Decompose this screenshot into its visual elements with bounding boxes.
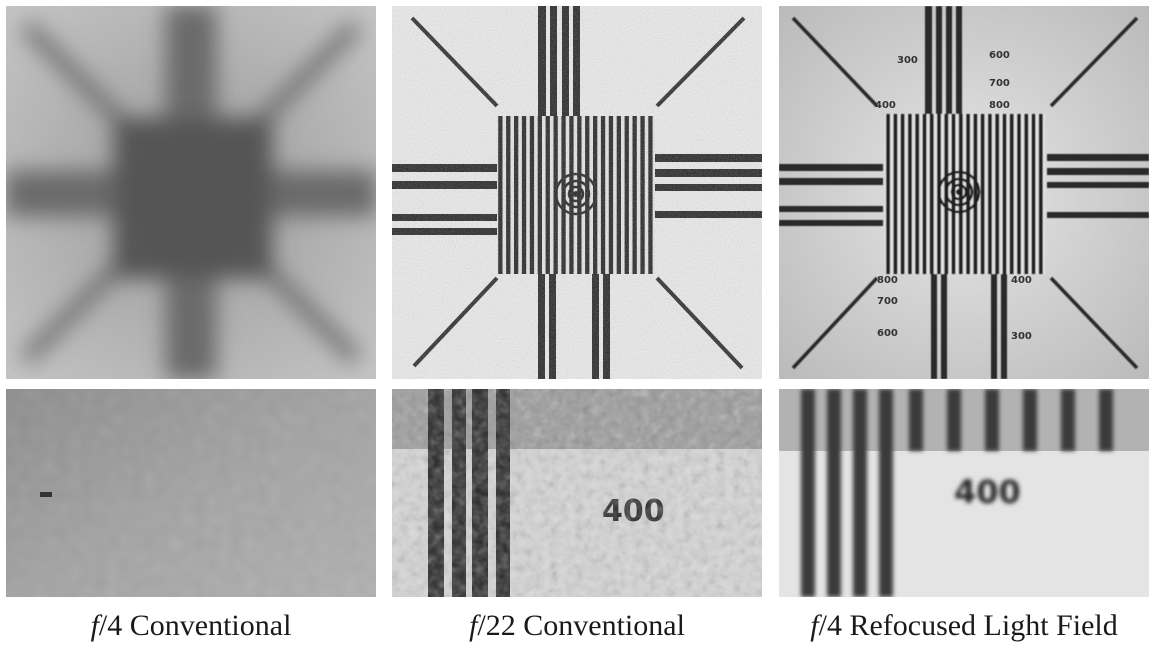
chart-label: 800 xyxy=(989,100,1010,111)
grating-bar xyxy=(922,114,927,274)
caption-label: Conventional xyxy=(129,609,292,642)
grating-bar xyxy=(987,114,992,274)
slash: / xyxy=(477,609,486,642)
blurred-resolution-chart xyxy=(6,6,376,379)
chart-label: 600 xyxy=(989,50,1010,61)
f-symbol: f xyxy=(469,609,478,642)
caption-label: Conventional xyxy=(523,609,685,642)
chart-label: 800 xyxy=(877,275,898,286)
f-number: 4 xyxy=(826,609,842,642)
grating-bar xyxy=(980,114,985,274)
photo-f4-refocused-light-field: 300 600 700 800 400 800 700 600 400 300 xyxy=(779,6,1149,379)
closeup-f4-conventional xyxy=(6,389,376,597)
photo-f22-conventional xyxy=(392,6,762,379)
closeup-f22-conventional: 400 xyxy=(392,389,762,597)
noisy-resolution-chart xyxy=(392,6,762,379)
chart-label: 700 xyxy=(989,78,1010,89)
chart-label: 700 xyxy=(877,296,898,307)
grating-bar xyxy=(893,114,898,274)
photo-f4-conventional xyxy=(6,6,376,379)
caption-f22-conventional: f/22 Conventional xyxy=(392,606,762,646)
refocused-resolution-chart: 300 600 700 800 400 800 700 600 400 300 xyxy=(779,6,1149,379)
grating-bar xyxy=(915,114,920,274)
closeup-f4-refocused: 400 xyxy=(779,389,1149,597)
grating-bar xyxy=(995,114,1000,274)
grating-bar xyxy=(929,114,934,274)
grating-bar xyxy=(907,114,912,274)
closeup-noisy: 400 xyxy=(392,389,762,597)
closeup-digits: 400 xyxy=(954,473,1021,511)
f-number: 22 xyxy=(485,609,516,642)
chart-label: 400 xyxy=(875,100,896,111)
chart-label: 400 xyxy=(1011,275,1032,286)
f-symbol: f xyxy=(90,609,99,642)
grating-bar xyxy=(1002,114,1007,274)
f-number: 4 xyxy=(107,609,123,642)
grating-bar xyxy=(1038,114,1043,274)
slash: / xyxy=(818,609,827,642)
grating-bar xyxy=(1024,114,1029,274)
caption-f4-refocused-light-field: f/4 Refocused Light Field xyxy=(779,606,1149,646)
grating-bar xyxy=(1031,114,1036,274)
closeup-refocused: 400 xyxy=(779,389,1149,597)
grating-bar xyxy=(966,114,971,274)
grating-bar xyxy=(1017,114,1021,274)
caption-label: Refocused Light Field xyxy=(849,609,1118,642)
slash: / xyxy=(98,609,108,642)
grating-bar xyxy=(886,114,891,274)
closeup-blurred xyxy=(6,389,376,597)
chart-label: 300 xyxy=(1011,331,1032,342)
grating-bar xyxy=(973,114,978,274)
caption-f4-conventional: f/4 Conventional xyxy=(6,606,376,646)
chart-label: 600 xyxy=(877,328,898,339)
grating-bar xyxy=(1009,114,1014,274)
grating-bar xyxy=(900,114,905,274)
chart-label: 300 xyxy=(897,55,918,66)
f-symbol: f xyxy=(810,609,819,642)
